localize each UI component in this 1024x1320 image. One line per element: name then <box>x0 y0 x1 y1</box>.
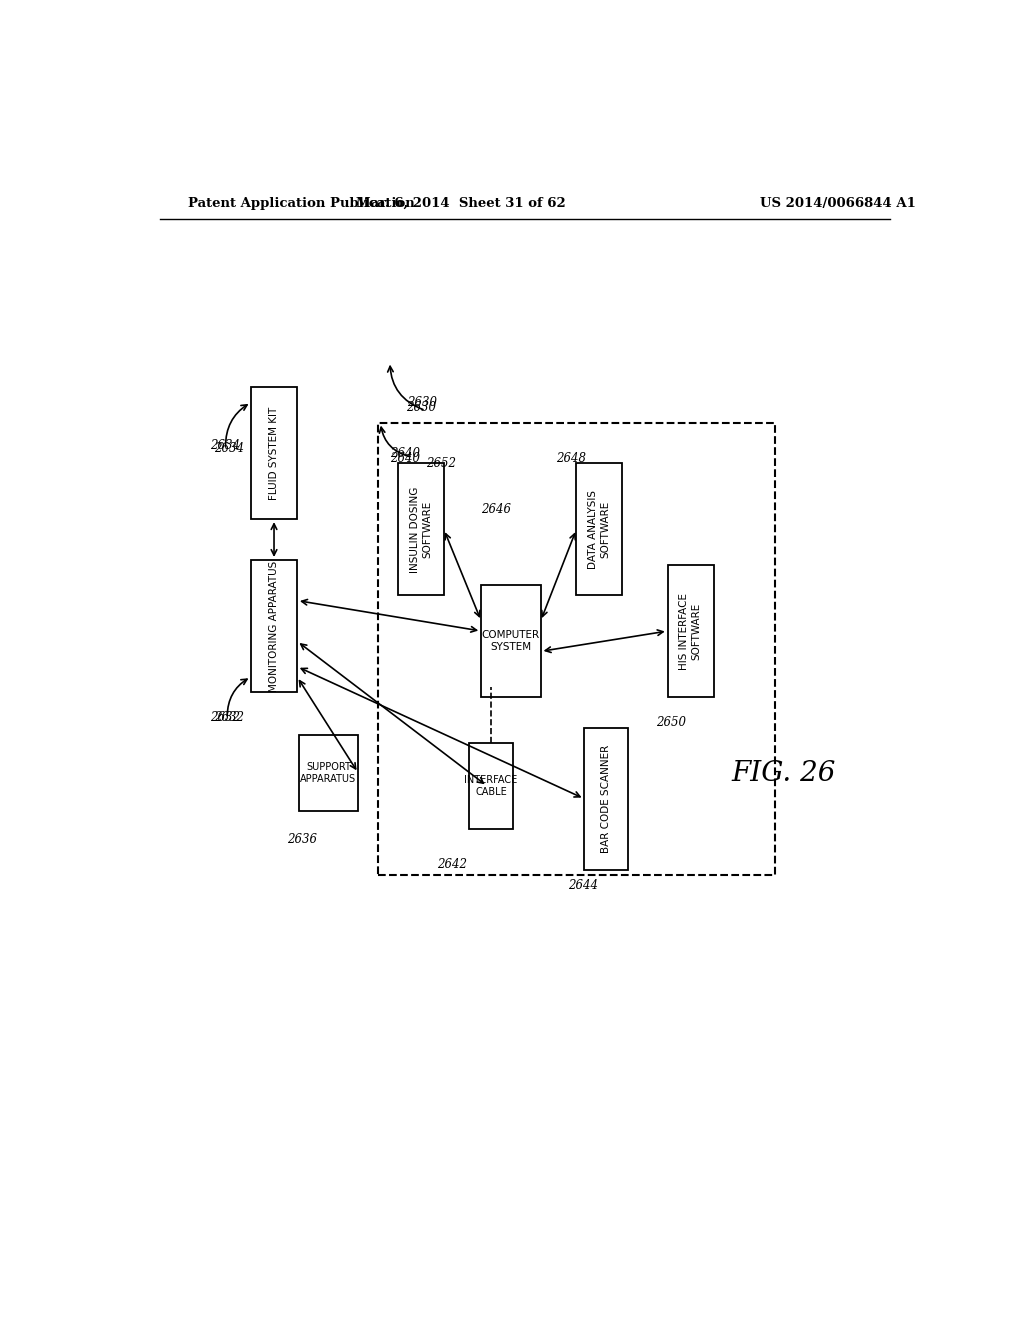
Text: HIS INTERFACE
SOFTWARE: HIS INTERFACE SOFTWARE <box>680 593 701 669</box>
Text: 2644: 2644 <box>568 879 598 891</box>
Text: FIG. 26: FIG. 26 <box>731 760 836 787</box>
Text: US 2014/0066844 A1: US 2014/0066844 A1 <box>761 197 916 210</box>
Text: 2636: 2636 <box>287 833 316 846</box>
Text: MONITORING APPARATUS: MONITORING APPARATUS <box>269 560 279 692</box>
Text: 2648: 2648 <box>557 451 587 465</box>
Bar <box>469 743 513 829</box>
Text: 2640: 2640 <box>390 446 420 459</box>
Bar <box>668 565 714 697</box>
Text: 2630: 2630 <box>406 401 436 414</box>
Bar <box>481 585 541 697</box>
Bar <box>378 422 775 875</box>
Text: 2634: 2634 <box>210 438 240 451</box>
Text: INSULIN DOSING
SOFTWARE: INSULIN DOSING SOFTWARE <box>410 486 432 573</box>
Bar <box>397 463 443 595</box>
Bar <box>585 727 628 870</box>
Text: 2640: 2640 <box>390 451 420 465</box>
Bar <box>251 387 297 519</box>
Text: 2646: 2646 <box>481 503 511 516</box>
Text: 2632: 2632 <box>214 711 244 723</box>
Bar <box>577 463 623 595</box>
Text: DATA ANALYSIS
SOFTWARE: DATA ANALYSIS SOFTWARE <box>588 490 610 569</box>
Bar <box>299 735 358 810</box>
Text: 2652: 2652 <box>426 457 456 470</box>
Text: COMPUTER
SYSTEM: COMPUTER SYSTEM <box>482 630 540 652</box>
Text: 2634: 2634 <box>214 442 244 454</box>
Text: 2630: 2630 <box>408 396 437 409</box>
Text: Patent Application Publication: Patent Application Publication <box>187 197 415 210</box>
Text: INTERFACE
CABLE: INTERFACE CABLE <box>465 775 518 797</box>
Text: FLUID SYSTEM KIT: FLUID SYSTEM KIT <box>269 407 279 500</box>
Bar <box>251 560 297 692</box>
Text: 2642: 2642 <box>437 858 468 871</box>
Text: BAR CODE SCANNER: BAR CODE SCANNER <box>601 744 611 853</box>
Text: SUPPORT
APPARATUS: SUPPORT APPARATUS <box>300 762 356 784</box>
Text: Mar. 6, 2014  Sheet 31 of 62: Mar. 6, 2014 Sheet 31 of 62 <box>356 197 566 210</box>
Text: 2632: 2632 <box>210 711 240 723</box>
Text: 2650: 2650 <box>655 715 686 729</box>
